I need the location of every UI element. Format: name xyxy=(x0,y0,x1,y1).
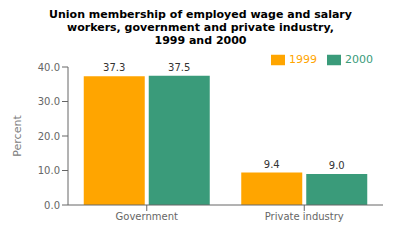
svg-text:37.3: 37.3 xyxy=(103,62,125,73)
html-text:Union membership of employed w: Union membership of employed wage and sa… xyxy=(49,8,352,21)
html-text:1999 and 2000: 1999 and 2000 xyxy=(154,34,247,47)
svg-text:40.0: 40.0 xyxy=(38,62,60,73)
svg-text:Percent: Percent xyxy=(11,115,24,157)
svg-text:9.4: 9.4 xyxy=(264,159,280,170)
svg-text:Government: Government xyxy=(116,211,178,222)
svg-text:37.5: 37.5 xyxy=(168,62,190,73)
html-text:1999: 1999 xyxy=(289,53,317,66)
svg-text:20.0: 20.0 xyxy=(38,131,60,142)
html-text:2000: 2000 xyxy=(345,53,373,66)
svg-text:30.0: 30.0 xyxy=(38,96,60,107)
html-text:workers, government and privat: workers, government and private industry… xyxy=(67,21,334,34)
svg-text:Private industry: Private industry xyxy=(265,211,344,222)
svg-text:10.0: 10.0 xyxy=(38,165,60,176)
svg-text:0.0: 0.0 xyxy=(44,200,60,211)
svg-text:9.0: 9.0 xyxy=(329,160,345,171)
